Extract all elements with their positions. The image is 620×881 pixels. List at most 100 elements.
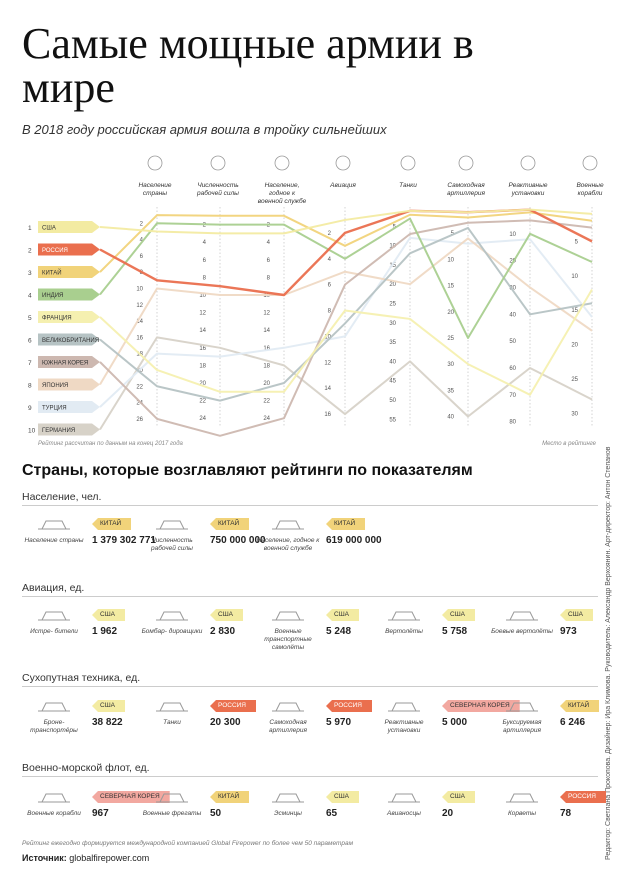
leader-country-tag: США [326,609,359,621]
rank-number: 2 [28,248,32,255]
destroyer-icon [272,793,304,803]
leader-country-tag: КИТАЙ [326,518,366,530]
leader-label: Боевые вертолёты [491,628,553,635]
axis-tick-label: 25 [447,336,454,342]
country-tag [38,288,100,301]
leader-label: Бомбар- дировщики [141,628,203,635]
column-icon [520,155,536,171]
country-label: ГЕРМАНИЯ [42,428,75,434]
artillery-icon [272,702,304,712]
warship-icon [38,793,70,803]
worker-icon [156,520,188,530]
chart-note: Рейтинг рассчитан по данным на конец 201… [38,440,184,447]
country-label: ИНДИЯ [42,293,63,299]
country-line [99,217,593,339]
axis-tick-label: 20 [199,381,206,387]
category-heading: Население, чел. [22,491,102,503]
axis-tick-label: 8 [203,275,207,281]
axis-tick-label: 10 [324,334,331,340]
leader-value: 5 248 [326,626,352,637]
axis-tick-label: 26 [136,417,143,423]
category-divider [22,505,598,506]
column-header: Население, годное к военной службе [258,182,307,205]
leader-country-tag: РОССИЯ [326,700,373,712]
axis-tick-label: 16 [136,335,143,341]
axis-tick-label: 15 [389,263,396,269]
leader-value: 750 000 000 [210,535,266,546]
leader-country-tag: США [92,609,125,621]
axis-tick-label: 24 [136,401,143,407]
column-header: Авиация [329,182,356,189]
leaders-title: Страны, которые возглавляют рейтинги по … [22,462,473,479]
country-label: ВЕЛИКОБРИТАНИЯ [42,338,99,344]
country-tag [38,311,100,323]
rank-number: 1 [28,225,32,232]
country-label: США [42,226,56,232]
column-header: Военные корабли [576,182,604,197]
leader-country-tag: США [326,791,359,803]
column-icon [274,155,290,171]
axis-tick-label: 5 [575,239,579,245]
page-subtitle: В 2018 году российская армия вошла в тро… [22,122,387,137]
country-label: ТУРЦИЯ [42,406,67,412]
axis-tick-label: 4 [267,240,271,246]
leader-label: Численность рабочей силы [151,537,193,552]
axis-tick-label: 16 [324,412,331,418]
category-heading: Военно-морской флот, ед. [22,762,150,774]
leader-label: Население, годное к военной службе [256,537,320,552]
axis-tick-label: 55 [389,417,396,423]
rank-slope-chart: Население страны Численность рабочей силы На… [28,155,604,447]
leader-value: 967 [92,808,109,819]
axis-tick-label: 8 [267,275,271,281]
axis-tick-label: 50 [389,398,396,404]
axis-tick-label: 25 [389,301,396,307]
person-icon [38,520,70,530]
leader-value: 2 830 [210,626,236,637]
rank-number: 9 [28,405,32,412]
category-divider [22,686,598,687]
column-icon [147,155,163,171]
country-tag [38,423,100,436]
page-title: Самые мощные армии в мире [22,19,474,112]
axis-tick-label: 30 [509,285,516,291]
frigate-icon [156,793,188,803]
column-header: Реактивные установки [509,182,548,197]
axis-tick-label: 14 [263,328,270,334]
axis-tick-label: 40 [389,359,396,365]
leader-label: Военные корабли [27,810,81,817]
transport-plane-icon [272,611,304,621]
leader-value: 1 962 [92,626,118,637]
leader-label: Эсминцы [274,810,302,817]
leader-label: Истре- бители [30,628,78,635]
leader-value: 5 970 [326,717,352,728]
source-value: globalfirepower.com [69,853,150,863]
axis-tick-label: 2 [140,221,144,227]
axis-tick-label: 20 [136,368,143,374]
axis-tick-label: 70 [509,393,516,399]
rank-number: 3 [28,270,32,277]
axis-tick-label: 12 [324,360,331,366]
leader-country-tag: КИТАЙ [210,791,250,803]
leader-value: 5 000 [442,717,468,728]
axis-tick-label: 2 [267,223,271,229]
axis-tick-label: 2 [203,223,207,229]
axis-tick-label: 22 [136,384,143,390]
axis-tick-label: 12 [136,303,143,309]
country-line [99,336,593,431]
leader-value: 973 [560,626,577,637]
axis-tick-label: 45 [389,379,396,385]
country-tag [38,356,100,368]
country-label: КИТАЙ [42,269,62,277]
axis-tick-label: 24 [199,416,206,422]
column-icon [210,155,226,171]
country-line [99,226,593,402]
axis-tick-label: 30 [447,362,454,368]
column-icon [335,155,351,171]
credits: Редактор: Светлана Прокопова. Дизайнер: … [605,446,612,860]
axis-tick-label: 12 [263,311,270,317]
country-line [99,237,593,386]
axis-tick-label: 20 [447,310,454,316]
axis-tick-label: 50 [509,339,516,345]
leader-country-tag: КИТАЙ [210,518,250,530]
column-icon [582,155,598,171]
